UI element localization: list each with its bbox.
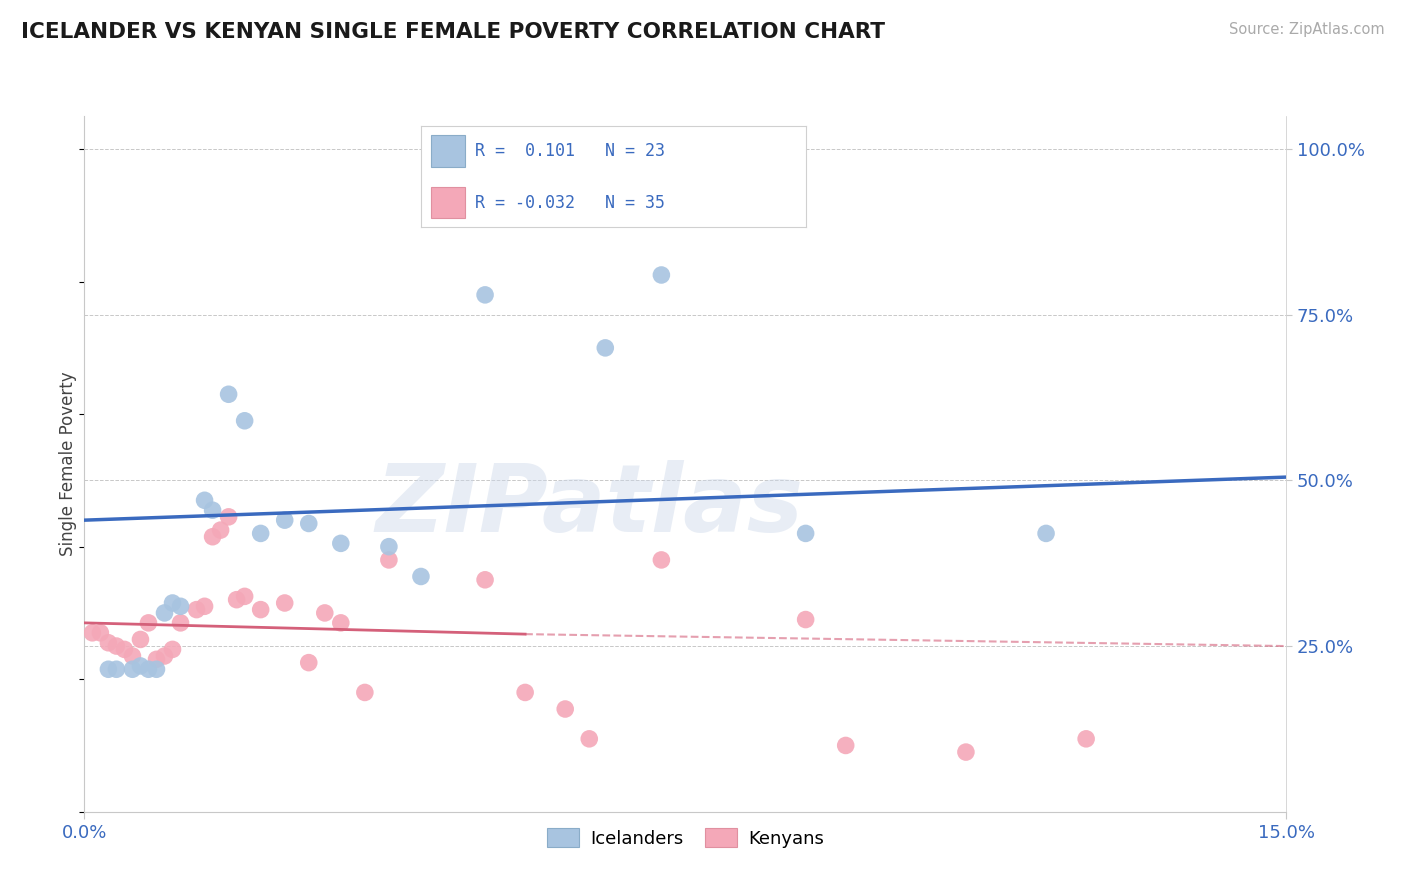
Point (955, 745, 977, 759)
Point (595, 341, 617, 355)
Point (145, 662, 167, 676)
Point (89, 625, 111, 640)
Point (121, 662, 143, 676)
Point (249, 602, 271, 616)
Point (354, 685, 377, 699)
Text: ICELANDER VS KENYAN SINGLE FEMALE POVERTY CORRELATION CHART: ICELANDER VS KENYAN SINGLE FEMALE POVERT… (21, 22, 886, 42)
Point (201, 530, 224, 544)
Point (162, 596, 184, 610)
Point (194, 493, 217, 508)
Point (153, 606, 176, 620)
Point (298, 656, 321, 670)
Point (474, 288, 496, 302)
Point (329, 615, 352, 630)
Point (138, 615, 160, 630)
Point (274, 596, 297, 610)
Point (298, 516, 321, 531)
Text: Source: ZipAtlas.com: Source: ZipAtlas.com (1229, 22, 1385, 37)
Point (82, 625, 104, 640)
Y-axis label: Single Female Poverty: Single Female Poverty (59, 372, 77, 556)
Point (650, 553, 672, 567)
Point (169, 615, 191, 630)
Point (378, 553, 401, 567)
Point (121, 648, 143, 663)
Point (578, 731, 600, 746)
Point (378, 540, 401, 554)
Point (97, 662, 120, 676)
Point (105, 639, 128, 653)
Point (114, 642, 135, 657)
Point (409, 569, 432, 583)
Point (1035, 526, 1057, 541)
Point (169, 599, 191, 614)
Point (233, 590, 256, 604)
Point (105, 662, 128, 676)
Point (225, 592, 247, 607)
Point (554, 702, 576, 716)
Point (249, 526, 271, 541)
Point (201, 503, 224, 517)
Point (233, 414, 256, 428)
Point (138, 662, 160, 676)
Point (1076, 731, 1098, 746)
Point (314, 606, 336, 620)
Point (194, 599, 217, 614)
Legend: Icelanders, Kenyans: Icelanders, Kenyans (540, 821, 831, 855)
Point (274, 513, 297, 527)
Point (162, 642, 184, 657)
Point (650, 268, 672, 282)
Point (145, 652, 167, 666)
Point (129, 659, 152, 673)
Point (794, 613, 817, 627)
Point (474, 573, 496, 587)
Point (515, 685, 537, 699)
Text: ZIPatlas: ZIPatlas (375, 459, 803, 551)
Point (835, 739, 858, 753)
Point (329, 536, 352, 550)
Point (97, 636, 120, 650)
Point (153, 648, 176, 663)
Point (218, 387, 240, 401)
Point (794, 526, 817, 541)
Point (129, 632, 152, 647)
Point (186, 602, 208, 616)
Point (218, 509, 240, 524)
Point (209, 523, 232, 537)
